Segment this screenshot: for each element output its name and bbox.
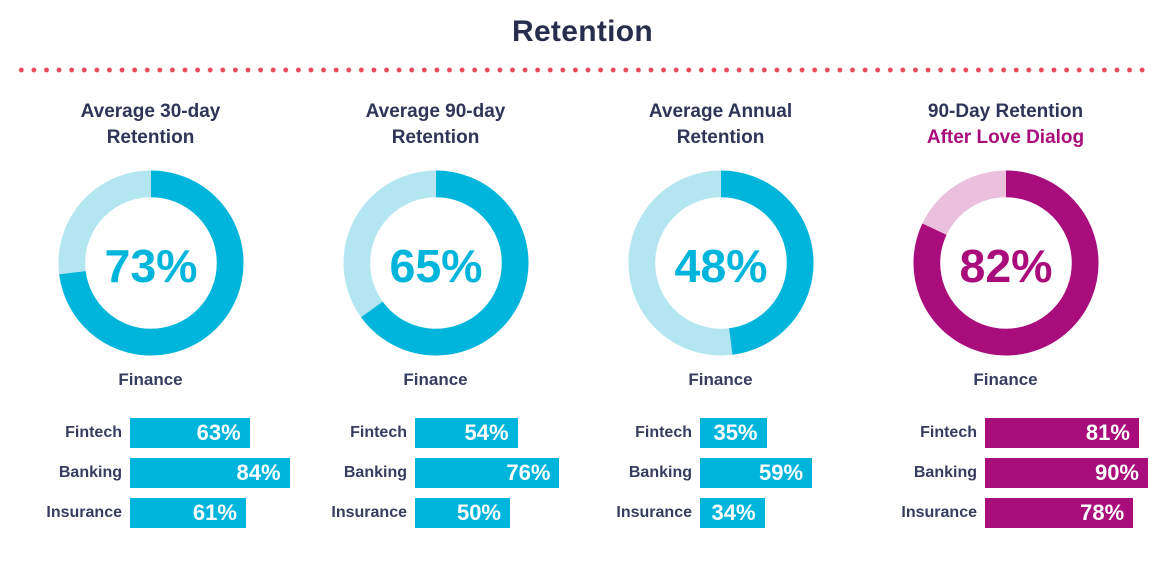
bar-row: Insurance 61% — [8, 498, 293, 528]
donut-value-arc — [912, 170, 1099, 356]
donut-svg: 73% — [57, 170, 244, 356]
donut-value-arc — [342, 170, 529, 356]
bar: 63% — [130, 418, 250, 448]
donut-center-value: 82% — [959, 240, 1052, 292]
bar-category-label: Banking — [628, 464, 692, 481]
bar-chart: Fintech 81% Banking 90% Insurance 78% — [863, 418, 1148, 538]
donut-chart: 48% — [627, 169, 815, 357]
donut-value-arc — [57, 170, 244, 356]
panel-title-line1: 90-Day Retention — [927, 101, 1084, 122]
bar-row: Banking 76% — [293, 458, 578, 488]
bar-category-label: Banking — [343, 464, 407, 481]
bar-category-label: Fintech — [65, 424, 122, 441]
donut-value-arc — [627, 170, 814, 356]
panel-title: Average 30-day Retention — [81, 99, 221, 151]
donut-center-value: 65% — [389, 240, 482, 292]
bar-category-label: Insurance — [331, 504, 407, 521]
panel-title-line1: Average Annual — [648, 101, 793, 122]
bar-value-label: 81% — [1085, 420, 1130, 445]
bar-value-label: 50% — [456, 500, 501, 525]
bar-value-label: 35% — [713, 420, 758, 445]
bar-value-label: 59% — [759, 460, 804, 485]
panel-title-line1: Average 30-day — [80, 101, 221, 122]
donut-center-value: 73% — [104, 240, 197, 292]
panel-title: 90-Day Retention After Love Dialog — [927, 99, 1084, 151]
bar: 84% — [130, 458, 290, 488]
donut-svg: 65% — [342, 170, 529, 356]
donut-chart: 73% — [57, 169, 245, 357]
panels: Average 30-day Retention 73% Finance Fin… — [0, 99, 1165, 538]
bar: 61% — [130, 498, 246, 528]
donut-series-label: Finance — [973, 370, 1038, 389]
bar-value-label: 63% — [196, 420, 241, 445]
donut-series-label: Finance — [118, 370, 183, 389]
bar: 35% — [700, 418, 767, 448]
panel-title-line2: Retention — [391, 127, 480, 148]
bar-row: Banking 90% — [863, 458, 1148, 488]
donut-chart: 65% — [342, 169, 530, 357]
bar-row: Banking 84% — [8, 458, 293, 488]
bar-row: Fintech 54% — [293, 418, 578, 448]
panel-title-line2: Retention — [106, 127, 195, 148]
donut-svg: 48% — [627, 170, 814, 356]
bar-row: Fintech 35% — [578, 418, 863, 448]
bar-category-label: Banking — [58, 464, 122, 481]
panel-title: Average 90-day Retention — [366, 99, 506, 151]
bar-value-label: 61% — [192, 500, 237, 525]
bar-value-label: 54% — [464, 420, 509, 445]
bar-category-label: Insurance — [616, 504, 692, 521]
bar-value-label: 76% — [506, 460, 551, 485]
bar: 76% — [415, 458, 560, 488]
bar-row: Insurance 50% — [293, 498, 578, 528]
donut-chart: 82% — [912, 169, 1100, 357]
bar-row: Insurance 78% — [863, 498, 1148, 528]
bar-row: Banking 59% — [578, 458, 863, 488]
donut-series-label: Finance — [403, 370, 468, 389]
panel-title-line2: Retention — [676, 127, 765, 148]
bar: 54% — [415, 418, 518, 448]
retention-panel: Average 30-day Retention 73% Finance Fin… — [8, 99, 293, 538]
bar: 50% — [415, 498, 510, 528]
bar: 34% — [700, 498, 765, 528]
bar-category-label: Fintech — [920, 424, 977, 441]
donut-center-value: 48% — [674, 240, 767, 292]
bar-value-label: 90% — [1094, 460, 1139, 485]
bar-value-label: 84% — [236, 460, 281, 485]
retention-panel: 90-Day Retention After Love Dialog 82% F… — [863, 99, 1148, 538]
bar-value-label: 78% — [1080, 500, 1125, 525]
bar-row: Fintech 63% — [8, 418, 293, 448]
bar-chart: Fintech 63% Banking 84% Insurance 61% — [8, 418, 293, 538]
bar-category-label: Banking — [913, 464, 977, 481]
bar: 90% — [985, 458, 1148, 488]
bar-category-label: Fintech — [635, 424, 692, 441]
bar-row: Fintech 81% — [863, 418, 1148, 448]
panel-title-line1: Average 90-day — [365, 101, 506, 122]
donut-series-label: Finance — [688, 370, 753, 389]
bar: 81% — [985, 418, 1139, 448]
bar-category-label: Insurance — [46, 504, 122, 521]
bar-row: Insurance 34% — [578, 498, 863, 528]
panel-title-line2: After Love Dialog — [926, 127, 1085, 148]
bar: 78% — [985, 498, 1134, 528]
page-header: Retention — [0, 0, 1165, 73]
bar-value-label: 34% — [711, 500, 756, 525]
bar-chart: Fintech 35% Banking 59% Insurance 34% — [578, 418, 863, 538]
donut-svg: 82% — [912, 170, 1099, 356]
bar-category-label: Insurance — [901, 504, 977, 521]
bar-chart: Fintech 54% Banking 76% Insurance 50% — [293, 418, 578, 538]
bar: 59% — [700, 458, 813, 488]
bar-category-label: Fintech — [350, 424, 407, 441]
panel-title: Average Annual Retention — [649, 99, 792, 151]
retention-panel: Average 90-day Retention 65% Finance Fin… — [293, 99, 578, 538]
retention-panel: Average Annual Retention 48% Finance Fin… — [578, 99, 863, 538]
page-title: Retention — [511, 15, 654, 48]
dotted-divider — [15, 67, 1150, 73]
